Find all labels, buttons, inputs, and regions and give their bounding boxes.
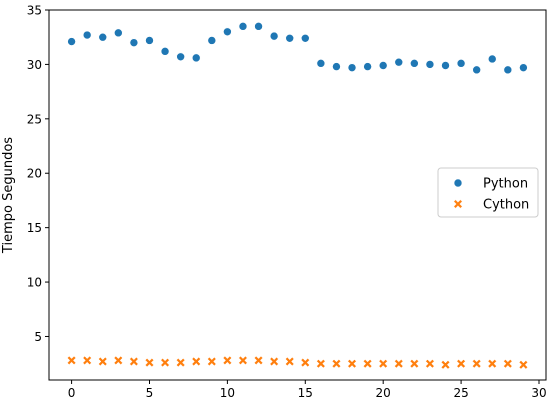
cython-data-point: [113, 355, 123, 365]
python-data-point: [378, 61, 388, 70]
x-tick-label: 5: [146, 386, 154, 400]
y-tick-label: 25: [27, 112, 42, 126]
python-data-point: [269, 31, 279, 41]
cython-data-point: [456, 359, 466, 369]
y-tick-label: 10: [27, 276, 42, 290]
cython-data-point: [394, 359, 404, 369]
python-data-point: [129, 38, 139, 47]
python-data-point: [394, 57, 404, 67]
python-data-point: [254, 22, 263, 31]
cython-data-point: [409, 359, 419, 369]
legend-marker-cython: [453, 199, 463, 209]
axes-layer: 0 5 10 15 20 25 30 5 10 15 20 25 30 35: [27, 4, 547, 401]
cython-data-point: [145, 358, 154, 368]
x-tick-label: 20: [376, 386, 391, 400]
python-data-point: [98, 32, 108, 42]
python-data-point: [410, 59, 419, 68]
python-data-point: [145, 36, 154, 45]
y-tick-label: 5: [34, 330, 42, 344]
cython-data-point: [487, 359, 497, 369]
legend-label-cython: Cython: [483, 198, 529, 213]
cython-data-point: [316, 359, 326, 369]
python-data-point: [347, 63, 357, 72]
cython-data-point: [254, 355, 264, 365]
legend: Python Cython: [437, 167, 539, 218]
x-tick-label: 30: [531, 386, 546, 400]
cython-data-point: [472, 359, 482, 369]
cython-data-point: [363, 359, 373, 369]
python-data-point: [82, 30, 92, 40]
y-axis-label: Tiempo Segundos: [1, 137, 16, 254]
python-data-point: [503, 65, 513, 75]
python-data-point: [223, 27, 232, 37]
data-points-layer: [67, 22, 528, 370]
cython-data-point: [129, 357, 139, 366]
python-data-point: [487, 54, 497, 64]
python-data-point: [176, 52, 185, 62]
python-data-point: [191, 53, 201, 63]
cython-data-point: [300, 358, 310, 368]
plot-frame: [48, 9, 547, 381]
cython-data-point: [82, 355, 92, 365]
python-data-point: [441, 61, 450, 70]
x-tick-label: 0: [68, 386, 76, 400]
cython-data-point: [160, 358, 170, 368]
python-data-point: [207, 36, 217, 45]
cython-data-point: [67, 355, 77, 365]
python-data-point: [456, 59, 466, 68]
cython-data-point: [285, 357, 295, 366]
series-python: [67, 22, 528, 75]
cython-data-point: [331, 359, 341, 369]
cython-data-point: [238, 355, 248, 365]
cython-data-point: [176, 358, 186, 368]
x-tick-label: 25: [453, 386, 468, 400]
series-cython: [67, 355, 528, 370]
x-tick-label: 15: [298, 386, 313, 400]
python-data-point: [67, 37, 76, 46]
y-tick-label: 15: [27, 221, 42, 235]
legend-item-python: Python: [453, 177, 528, 192]
y-tick-label: 35: [27, 4, 42, 18]
python-data-point: [285, 33, 295, 43]
cython-data-point: [425, 359, 435, 369]
x-tick-label: 10: [220, 386, 235, 400]
python-data-point: [332, 62, 341, 71]
python-data-point: [238, 22, 248, 31]
legend-item-cython: Cython: [453, 198, 529, 213]
legend-label-python: Python: [483, 177, 528, 192]
cython-data-point: [222, 355, 232, 365]
y-tick-label: 20: [27, 167, 42, 181]
python-data-point: [300, 33, 310, 43]
y-tick-label: 30: [27, 58, 42, 72]
python-data-point: [425, 60, 435, 69]
python-data-point: [519, 63, 528, 72]
legend-box: [437, 167, 539, 218]
cython-data-point: [503, 359, 513, 369]
legend-marker-python: [453, 178, 463, 188]
cython-data-point: [347, 359, 357, 369]
cython-data-point: [98, 357, 108, 366]
cython-data-point: [207, 357, 217, 366]
python-data-point: [472, 65, 481, 75]
cython-data-point: [378, 359, 388, 369]
cython-data-point: [441, 360, 450, 370]
cython-data-point: [518, 360, 528, 370]
python-data-point: [160, 47, 170, 56]
cython-data-point: [191, 357, 201, 366]
python-data-point: [114, 28, 123, 38]
python-data-point: [363, 62, 372, 71]
cython-data-point: [269, 357, 279, 366]
python-data-point: [316, 59, 326, 68]
